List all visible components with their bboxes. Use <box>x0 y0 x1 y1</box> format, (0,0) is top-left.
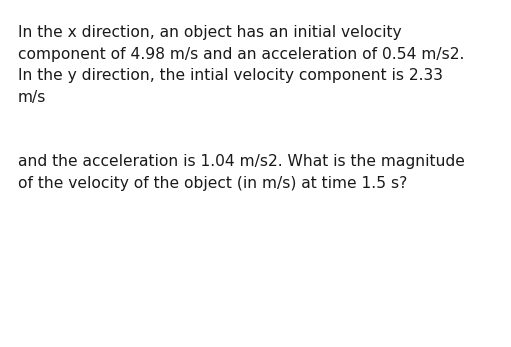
Text: In the x direction, an object has an initial velocity
component of 4.98 m/s and : In the x direction, an object has an ini… <box>18 25 464 105</box>
Text: and the acceleration is 1.04 m/s2. What is the magnitude
of the velocity of the : and the acceleration is 1.04 m/s2. What … <box>18 154 465 191</box>
